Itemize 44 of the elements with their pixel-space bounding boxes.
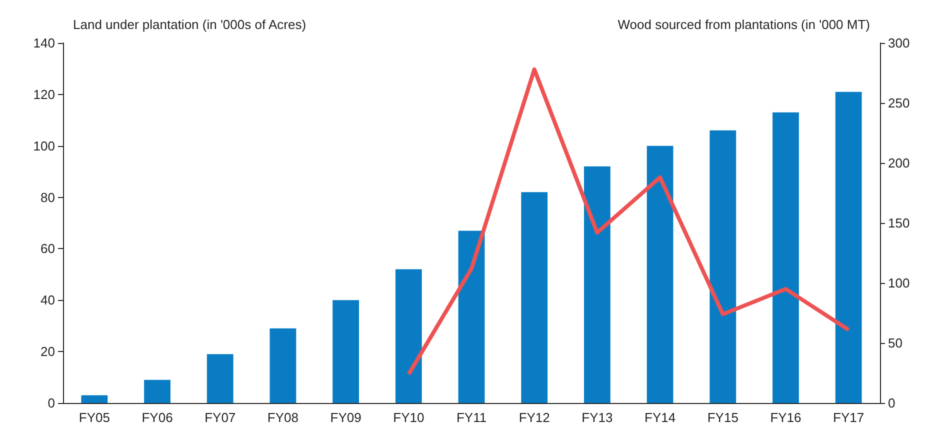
bar bbox=[710, 130, 736, 403]
bar bbox=[81, 395, 108, 403]
bar bbox=[835, 92, 862, 403]
y2-axis-title: Wood sourced from plantations (in '000 MT) bbox=[618, 17, 870, 32]
y2-tick-label: 300 bbox=[888, 36, 910, 50]
x-tick-label: FY08 bbox=[267, 410, 298, 425]
x-tick-label: FY11 bbox=[456, 410, 487, 425]
x-tick-label: FY17 bbox=[833, 410, 864, 425]
x-tick-label: FY07 bbox=[204, 410, 236, 425]
bar bbox=[584, 166, 610, 403]
x-tick-label: FY15 bbox=[707, 410, 738, 425]
x-tick-label: FY09 bbox=[330, 410, 362, 425]
y-tick-label: 80 bbox=[40, 190, 55, 205]
bar bbox=[772, 112, 799, 403]
line-series bbox=[406, 67, 851, 376]
y-tick-label: 0 bbox=[48, 396, 55, 410]
y2-tick-label: 200 bbox=[888, 156, 910, 170]
y-tick-label: 20 bbox=[40, 344, 55, 360]
y2-tick-label: 250 bbox=[888, 96, 910, 110]
y-tick-label: 120 bbox=[33, 86, 55, 102]
bar bbox=[270, 328, 296, 403]
x-tick-label: FY12 bbox=[518, 410, 550, 425]
bar bbox=[521, 192, 548, 403]
x-tick-label: FY06 bbox=[142, 410, 173, 425]
x-tick-label: FY16 bbox=[770, 410, 802, 425]
x-tick-label: FY05 bbox=[78, 410, 110, 425]
y2-tick-label: 100 bbox=[888, 276, 910, 290]
y2-tick-label: 150 bbox=[888, 216, 910, 230]
y2-tick-label: 0 bbox=[888, 396, 896, 410]
bar bbox=[332, 300, 360, 403]
x-tick-label: FY10 bbox=[393, 410, 424, 425]
y-tick-label: 40 bbox=[40, 292, 55, 308]
y-tick-label: 140 bbox=[33, 36, 55, 50]
bar bbox=[206, 354, 234, 403]
bar bbox=[395, 269, 422, 403]
x-tick-label: FY14 bbox=[644, 410, 676, 425]
y-tick-label: 60 bbox=[40, 241, 55, 256]
bar bbox=[144, 380, 170, 403]
y-axis-title: Land under plantation (in '000s of Acres) bbox=[73, 17, 306, 32]
x-tick-label: FY13 bbox=[582, 410, 613, 425]
bar bbox=[646, 146, 674, 403]
bar bbox=[458, 230, 485, 403]
y-tick-label: 100 bbox=[33, 138, 55, 154]
y2-tick-label: 50 bbox=[888, 336, 902, 350]
